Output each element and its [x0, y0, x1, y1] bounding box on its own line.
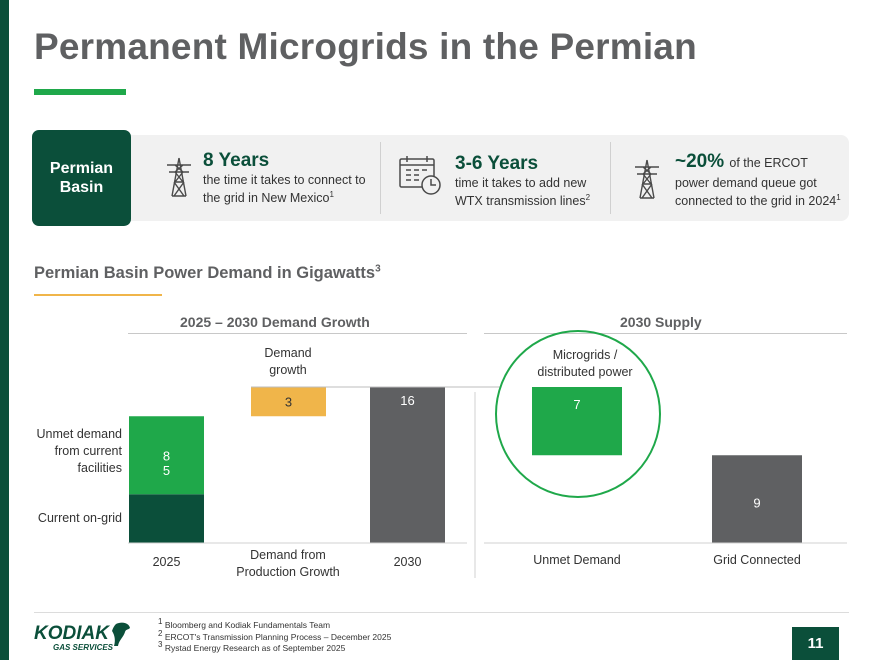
label-unmet-value: 8: [163, 448, 170, 463]
bar-demand-growth: [251, 387, 326, 417]
stat-2-headline: 3-6 Years: [455, 153, 539, 174]
tick-label-grid-connected: Grid Connected: [713, 553, 801, 567]
page-number: 11: [792, 627, 839, 660]
stat-3-headline-row: ~20% of the ERCOT: [675, 151, 808, 173]
stat-3-headline-suffix: of the ERCOT: [729, 156, 808, 170]
section-title-text: Permian Basin Power Demand in Gigawatts: [34, 264, 376, 282]
footnotes: 1 Bloomberg and Kodiak Fundamentals Team…: [158, 617, 392, 655]
section-underline: [34, 294, 162, 296]
page-title: Permanent Microgrids in the Permian: [34, 26, 697, 67]
footnote-2: 2 ERCOT's Transmission Planning Process …: [158, 628, 392, 642]
kodiak-logo-mark: KODIAK GAS SERVICES: [34, 622, 130, 652]
tick-label-unmet-demand: Unmet Demand: [533, 553, 621, 567]
logo-wordmark: KODIAK: [34, 623, 110, 644]
stat-2-desc: time it takes to add new WTX transmissio…: [455, 174, 590, 210]
logo-subtitle: GAS SERVICES: [53, 643, 114, 652]
stat-divider-2: [610, 142, 611, 214]
left-accent-bar: [0, 0, 9, 660]
label-unmet-demand-value: 7: [573, 397, 580, 412]
chart-1-title-rule: [128, 333, 467, 334]
annotation-microgrids: Microgrids / distributed power: [537, 348, 632, 379]
stat-2-line2: WTX transmission lines: [455, 194, 586, 208]
stat-1-line1: the time it takes to connect to: [203, 173, 366, 187]
stats-panel: [36, 135, 849, 221]
bar-2025-unmet-demand: [129, 416, 204, 495]
transmission-tower-icon: [635, 159, 659, 199]
stat-2-line1: time it takes to add new: [455, 176, 587, 190]
section-title: Permian Basin Power Demand in Gigawatts3: [34, 264, 381, 283]
footnote-3: 3 Rystad Energy Research as of September…: [158, 640, 346, 653]
basin-tag: Permian Basin: [32, 130, 131, 226]
microgrid-highlight-circle: [495, 330, 661, 498]
chart-2-title-rule: [484, 333, 847, 334]
stat-3-line1: power demand queue got: [675, 176, 817, 190]
bear-icon: [112, 622, 130, 646]
stat-3-sup: 1: [836, 192, 841, 202]
footnote-1: 1 Bloomberg and Kodiak Fundamentals Team: [158, 617, 331, 630]
bar-unmet-demand: [532, 387, 622, 456]
stat-3-headline: ~20%: [675, 151, 725, 172]
tick-label-demand-from-production: Demand from Production Growth: [236, 548, 340, 579]
stat-3-line2: connected to the grid in 2024: [675, 194, 837, 208]
bar-grid-connected: [712, 455, 802, 543]
stat-1-desc: the time it takes to connect to the grid…: [203, 171, 366, 207]
stat-3-desc: power demand queue got connected to the …: [675, 174, 841, 210]
label-2030-value: 16: [400, 393, 414, 408]
stat-2-sup: 2: [585, 192, 591, 202]
label-grid-connected-value: 9: [753, 495, 760, 510]
kodiak-logo: KODIAK GAS SERVICES: [34, 620, 134, 657]
series-label-unmet-demand: Unmet demand from current facilities: [37, 427, 123, 475]
stat-1-line2: the grid in New Mexico: [203, 191, 330, 205]
chart-2-title: 2030 Supply: [620, 314, 702, 330]
label-current-on-grid-value: 5: [163, 463, 170, 478]
stat-1-sup: 1: [329, 189, 334, 199]
bar-2030-total: [370, 387, 445, 543]
stat-1-headline: 8 Years: [203, 150, 270, 171]
footer-rule: [34, 612, 849, 613]
calendar-clock-icon: [399, 156, 441, 195]
transmission-tower-icon: [167, 157, 191, 197]
stat-divider-1: [380, 142, 381, 214]
label-growth-value: 3: [285, 395, 292, 410]
bar-2025-current-on-grid: [129, 494, 204, 543]
section-title-sup: 3: [375, 263, 381, 275]
tick-label-2025: 2025: [153, 555, 181, 569]
series-label-demand-growth: Demand growth: [264, 346, 311, 377]
title-underline: [34, 89, 126, 95]
chart-1-title: 2025 – 2030 Demand Growth: [180, 314, 370, 330]
tick-label-2030: 2030: [394, 555, 422, 569]
basin-tag-label: Permian Basin: [49, 159, 114, 196]
series-label-current-on-grid: Current on-grid: [38, 511, 122, 525]
